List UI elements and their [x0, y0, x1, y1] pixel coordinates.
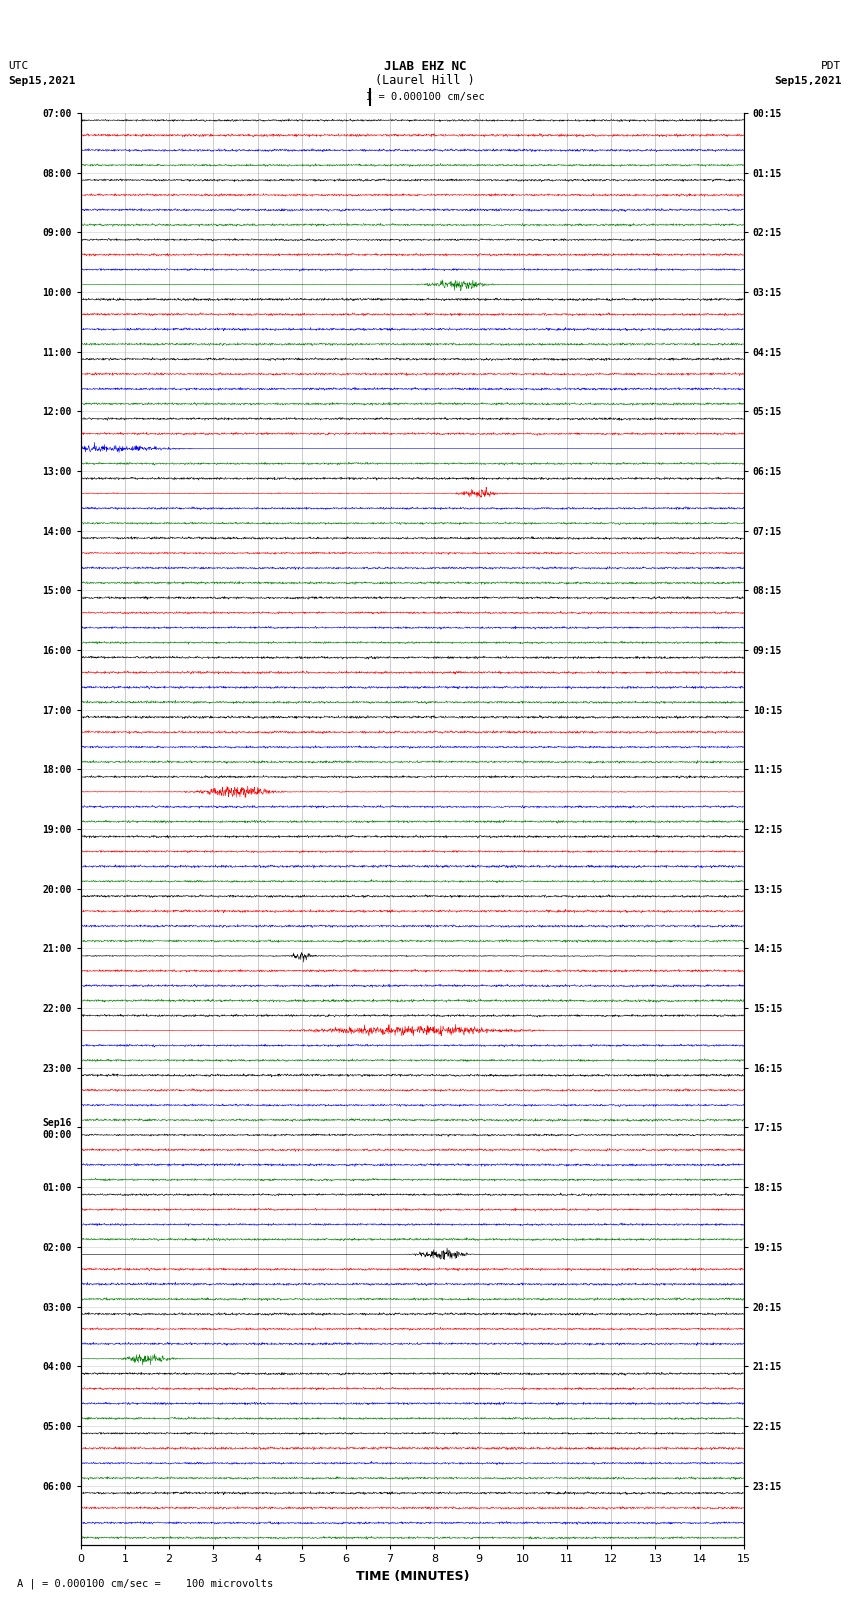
Text: A | = 0.000100 cm/sec =    100 microvolts: A | = 0.000100 cm/sec = 100 microvolts: [17, 1579, 273, 1589]
Text: JLAB EHZ NC: JLAB EHZ NC: [383, 60, 467, 73]
Text: Sep15,2021: Sep15,2021: [8, 76, 76, 85]
Text: (Laurel Hill ): (Laurel Hill ): [375, 74, 475, 87]
Text: I = 0.000100 cm/sec: I = 0.000100 cm/sec: [366, 92, 484, 102]
Text: UTC: UTC: [8, 61, 29, 71]
Text: PDT: PDT: [821, 61, 842, 71]
Text: Sep15,2021: Sep15,2021: [774, 76, 842, 85]
X-axis label: TIME (MINUTES): TIME (MINUTES): [355, 1569, 469, 1582]
